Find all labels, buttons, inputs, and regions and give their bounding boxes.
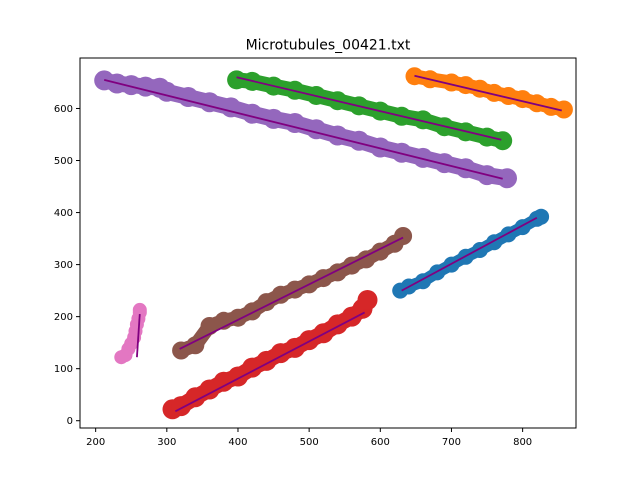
scatter-point <box>220 97 241 118</box>
scatter-point <box>493 131 513 151</box>
scatter-point <box>263 108 284 129</box>
x-tick-label: 800 <box>513 437 532 448</box>
plot-frame <box>79 57 577 429</box>
fit-line <box>179 236 404 350</box>
scatter-point <box>306 119 327 140</box>
y-tick-label: 200 <box>54 312 73 323</box>
scatter-point <box>486 234 503 251</box>
scatter-point <box>357 290 378 310</box>
x-tick-label: 400 <box>228 437 247 448</box>
scatter-point <box>271 285 290 304</box>
scatter-point <box>199 92 220 113</box>
scatter-point <box>227 70 247 90</box>
scatter-point <box>156 81 177 102</box>
scatter-point <box>391 142 412 163</box>
y-tick-label: 0 <box>67 416 73 427</box>
y-tick-label: 500 <box>54 156 73 167</box>
fit-line <box>236 76 502 141</box>
y-tick-label: 600 <box>54 104 73 115</box>
scatter-point <box>284 113 305 133</box>
scatter-point <box>434 153 455 174</box>
scatter-point <box>186 336 205 355</box>
scatter-point <box>471 242 488 258</box>
x-tick-label: 700 <box>442 437 461 448</box>
scatter-point <box>327 125 348 146</box>
scatter-point <box>357 250 376 269</box>
scatter-point <box>349 130 369 151</box>
scatter-point <box>455 158 476 179</box>
y-tick-label: 100 <box>54 364 73 375</box>
scatter-point <box>200 317 219 335</box>
series-5 <box>172 227 413 360</box>
chart-title: Microtubules_00421.txt <box>246 38 411 54</box>
scatter-point <box>485 83 504 102</box>
series-1 <box>405 67 573 119</box>
scatter-point <box>394 227 413 245</box>
scatter-point <box>499 87 518 105</box>
x-tick-label: 300 <box>157 437 176 448</box>
plot-area <box>94 67 573 420</box>
scatter-point <box>257 293 276 312</box>
y-tick-label: 300 <box>54 260 73 271</box>
fit-line <box>103 78 503 180</box>
scatter-point <box>470 79 489 98</box>
scatter-point <box>497 168 517 189</box>
scatter-point <box>442 73 461 92</box>
scatter-point <box>413 110 433 130</box>
fit-line <box>136 313 141 358</box>
scatter-point <box>178 87 199 107</box>
scatter-point <box>242 103 263 124</box>
scatter-point <box>527 94 546 113</box>
scatter-point <box>554 100 573 119</box>
fit-line <box>174 311 366 413</box>
scatter-point <box>413 147 433 168</box>
fit-line <box>401 216 538 292</box>
x-tick-label: 600 <box>371 437 390 448</box>
x-axis: 200 300 400 500 600 700 800 <box>86 428 532 448</box>
scatter-point <box>533 208 550 225</box>
fit-line <box>414 74 562 112</box>
y-tick-label: 400 <box>54 208 73 219</box>
x-tick-label: 500 <box>300 437 319 448</box>
scatter-point <box>513 90 532 109</box>
x-tick-label: 200 <box>86 437 105 448</box>
y-axis: 0 100 200 300 400 500 600 <box>54 104 80 427</box>
scatter-point <box>500 226 517 243</box>
scatter-point <box>132 302 147 317</box>
